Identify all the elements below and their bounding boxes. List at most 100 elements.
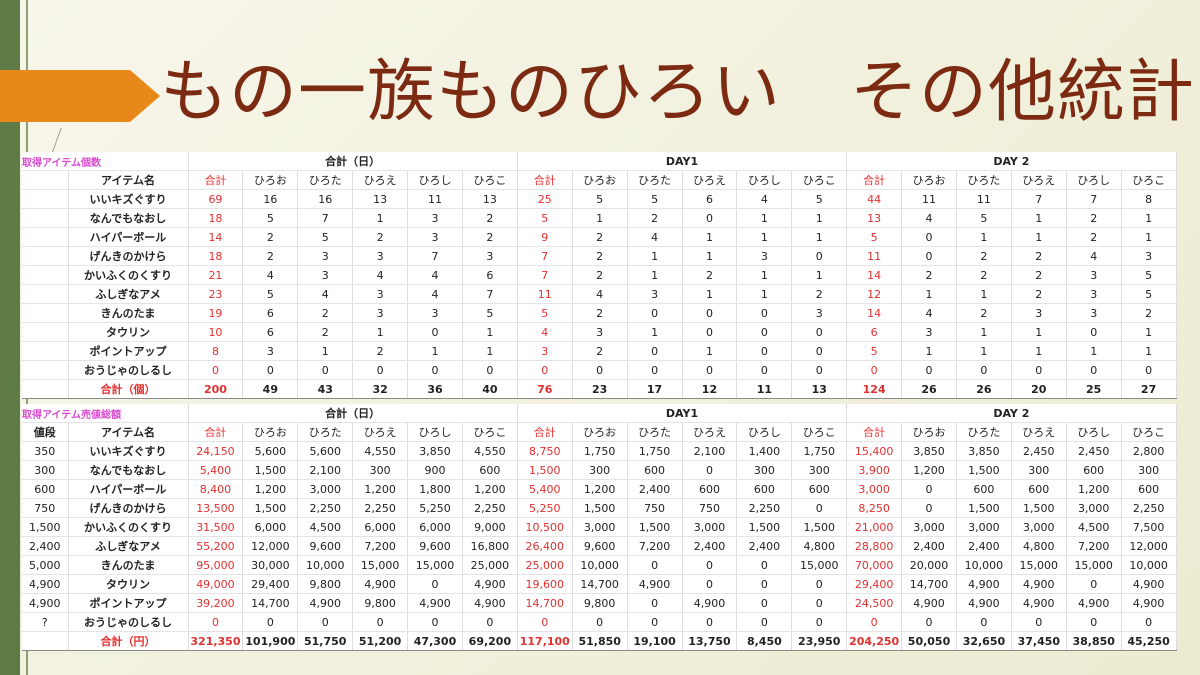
table1-sum-row: 合計（個） 200 49 43 32 36 40 76 23 17 12 11 13 124 26 26 20 2… (22, 379, 1177, 399)
player-total-cell: 69,200 (462, 631, 518, 651)
item-name-cell: なんでもなおし (68, 208, 189, 228)
player-value-cell: 12,000 (242, 536, 299, 556)
sum-value-cell: 19,600 (516, 574, 573, 594)
player-value-cell: 0 (791, 322, 848, 342)
sum-value-cell: 13,500 (187, 498, 244, 518)
player-value-cell: 14,700 (901, 574, 957, 594)
player-value-cell: 0 (572, 360, 628, 380)
player-value-cell: 600 (627, 460, 683, 480)
player-value-cell: 1 (1121, 322, 1177, 342)
player-value-cell: 1 (736, 227, 793, 247)
table-row: タウリン 10 6 2 1 0 1 4 3 1 0 0 0 6 3 1 1 0 1 (22, 322, 1177, 342)
sum-value-cell: 14 (846, 265, 903, 285)
player-value-cell: 1 (352, 208, 409, 228)
price-cell: 600 (22, 479, 69, 499)
table-row: 1,500 かいふくのくすり 31,500 6,000 4,500 6,000 6,000 9… (22, 517, 1177, 537)
player-header-day2: ひろえ (1011, 170, 1067, 190)
player-value-cell: 14,700 (572, 574, 628, 594)
player-value-cell: 0 (407, 360, 463, 380)
player-value-cell: 1 (1121, 208, 1177, 228)
player-total-cell: 26 (901, 379, 957, 399)
player-value-cell: 0 (242, 360, 299, 380)
player-value-cell: 6,000 (242, 517, 299, 537)
player-value-cell: 300 (1121, 460, 1177, 480)
player-value-cell: 0 (736, 341, 793, 361)
player-value-cell: 7 (297, 208, 354, 228)
player-value-cell: 4,900 (1066, 593, 1122, 613)
sum-value-cell: 0 (187, 612, 244, 632)
sum-header-day1: 合計 (516, 422, 573, 442)
player-value-cell: 3,000 (682, 517, 738, 537)
player-value-cell: 4,900 (1121, 574, 1177, 594)
player-value-cell: 2,400 (956, 536, 1012, 556)
player-value-cell: 1,500 (627, 517, 683, 537)
player-value-cell: 0 (297, 612, 354, 632)
player-header-total: ひろえ (352, 170, 409, 190)
player-value-cell: 10,000 (572, 555, 628, 575)
player-header-day2: ひろし (1066, 422, 1122, 442)
player-value-cell: 0 (242, 612, 299, 632)
player-value-cell: 4,900 (1121, 593, 1177, 613)
player-header-day1: ひろお (572, 170, 628, 190)
player-value-cell: 4 (901, 303, 957, 323)
sum-value-cell: 5 (846, 227, 903, 247)
title-arrow-icon (0, 70, 160, 122)
player-value-cell: 3 (297, 265, 354, 285)
player-value-cell: 2 (572, 341, 628, 361)
player-total-cell: 36 (407, 379, 463, 399)
player-value-cell: 2 (297, 303, 354, 323)
item-name-cell: かいふくのくすり (68, 517, 189, 537)
player-value-cell: 7 (407, 246, 463, 266)
sum-value-cell: 11 (846, 246, 903, 266)
player-value-cell: 0 (462, 360, 518, 380)
player-header-total: ひろた (297, 170, 354, 190)
player-value-cell: 1 (352, 322, 409, 342)
item-name-cell: げんきのかけら (68, 246, 189, 266)
player-value-cell: 1,200 (1066, 479, 1122, 499)
player-header-day1: ひろこ (791, 170, 848, 190)
player-value-cell: 3 (407, 208, 463, 228)
player-total-cell: 23,950 (791, 631, 848, 651)
player-value-cell: 1 (956, 341, 1012, 361)
player-value-cell: 11 (956, 189, 1012, 209)
table-row: 2,400 ふしぎなアメ 55,200 12,000 9,600 7,200 9,600 16… (22, 536, 1177, 556)
player-value-cell: 1,500 (736, 517, 793, 537)
player-value-cell: 2,250 (1121, 498, 1177, 518)
player-total-cell: 51,750 (297, 631, 354, 651)
player-value-cell: 7 (1011, 189, 1067, 209)
player-value-cell: 2 (1066, 208, 1122, 228)
item-name-cell: ハイパーボール (68, 479, 189, 499)
item-name-cell: きんのたま (68, 555, 189, 575)
player-value-cell: 750 (627, 498, 683, 518)
player-value-cell: 4 (407, 284, 463, 304)
player-value-cell: 5,250 (407, 498, 463, 518)
player-value-cell: 0 (1121, 612, 1177, 632)
table-row: ハイパーボール 14 2 5 2 3 2 9 2 4 1 1 1 5 0 1 1 2 1 (22, 227, 1177, 247)
player-value-cell: 2 (956, 303, 1012, 323)
sum-value-cell: 14,700 (516, 593, 573, 613)
player-value-cell: 2 (572, 265, 628, 285)
player-value-cell: 0 (736, 322, 793, 342)
player-value-cell: 5 (1121, 284, 1177, 304)
player-header-total: ひろこ (462, 170, 518, 190)
blank-cell (22, 189, 69, 209)
sum-value-cell: 5 (516, 208, 573, 228)
table-row: いいキズぐすり 69 16 16 13 11 13 25 5 5 6 4 5 44 11 11 7 7 8 (22, 189, 1177, 209)
player-value-cell: 4,550 (462, 441, 518, 461)
player-value-cell: 3 (352, 246, 409, 266)
sum-value-cell: 95,000 (187, 555, 244, 575)
player-value-cell: 3 (352, 284, 409, 304)
player-value-cell: 5 (627, 189, 683, 209)
sum-value-cell: 31,500 (187, 517, 244, 537)
player-value-cell: 7,200 (1066, 536, 1122, 556)
player-total-cell: 25 (1066, 379, 1122, 399)
item-name-cell: ハイパーボール (68, 227, 189, 247)
player-value-cell: 4,500 (1066, 517, 1122, 537)
sum-value-cell: 49,000 (187, 574, 244, 594)
player-total-cell: 12 (682, 379, 738, 399)
player-total-cell: 20 (1011, 379, 1067, 399)
player-value-cell: 2 (1011, 246, 1067, 266)
player-value-cell: 10,000 (956, 555, 1012, 575)
player-value-cell: 1,400 (736, 441, 793, 461)
player-value-cell: 1 (1121, 341, 1177, 361)
